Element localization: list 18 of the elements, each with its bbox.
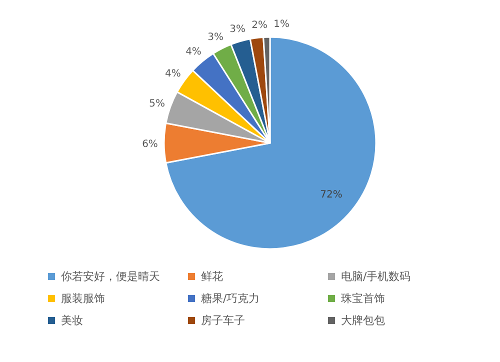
legend-label: 房子车子 [201, 314, 245, 327]
legend-label: 美妆 [61, 314, 83, 327]
data-label: 1% [274, 19, 290, 30]
data-label: 72% [320, 190, 342, 201]
legend-label: 电脑/手机数码 [341, 270, 411, 283]
legend-label: 糖果/巧克力 [201, 292, 260, 305]
data-label: 4% [186, 46, 202, 58]
data-label: 2% [252, 20, 268, 31]
data-label: 4% [164, 68, 181, 80]
legend-label: 大牌包包 [341, 314, 385, 327]
legend-label: 鲜花 [201, 270, 223, 283]
legend-label: 服装服饰 [61, 292, 105, 305]
data-label: 3% [230, 24, 246, 35]
data-label: 5% [149, 98, 166, 110]
data-label: 6% [142, 139, 158, 150]
legend-label: 珠宝首饰 [341, 292, 385, 305]
legend-label: 你若安好，便是晴天 [61, 270, 160, 283]
data-label: 3% [208, 32, 224, 44]
